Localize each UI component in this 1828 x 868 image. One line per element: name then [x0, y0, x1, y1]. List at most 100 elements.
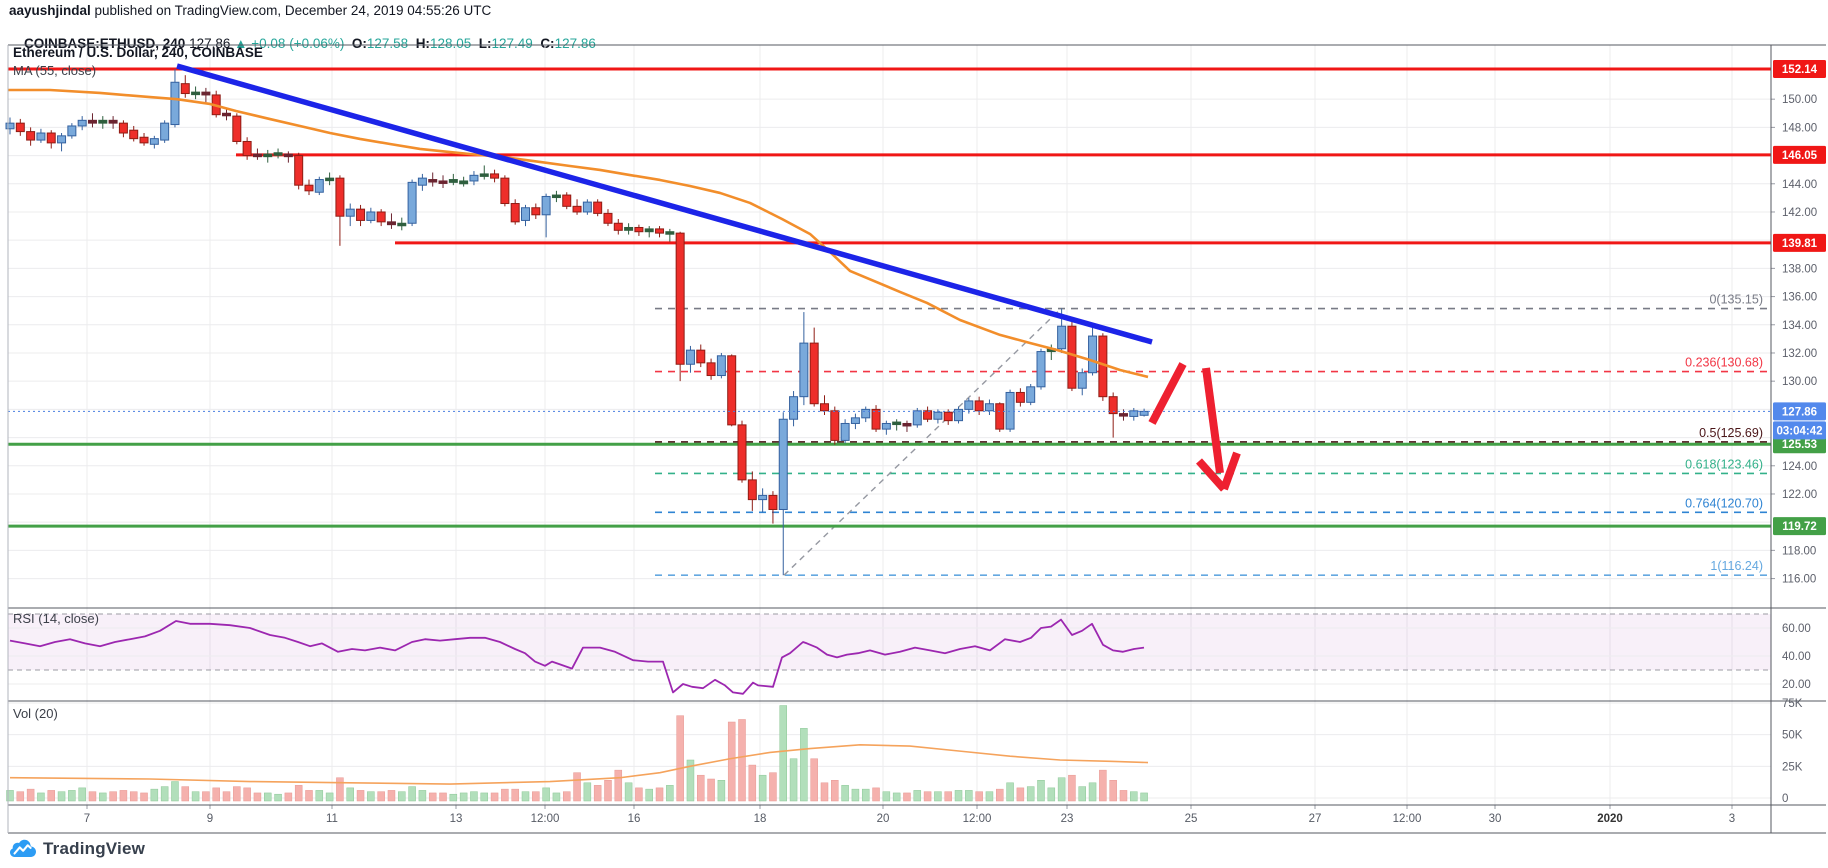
- support-price-badge: [1773, 435, 1826, 454]
- ma55-line: [8, 88, 1149, 379]
- volume-bar: [872, 787, 880, 802]
- candle-body: [902, 422, 912, 427]
- candle-body: [964, 400, 974, 410]
- candle-body: [67, 125, 77, 137]
- candle-body: [665, 231, 675, 235]
- volume-bar: [16, 791, 25, 802]
- candle-body: [696, 349, 706, 364]
- candle-body: [325, 177, 335, 182]
- candle-body: [222, 112, 232, 117]
- volume-bar: [191, 791, 200, 802]
- last-price: 127.86: [189, 36, 231, 51]
- candle-body: [624, 226, 634, 231]
- rsi-axis-label: 60.00: [1782, 623, 1811, 635]
- volume-indicator-label[interactable]: Vol (20): [13, 706, 58, 721]
- annotation-arrow-up-stroke: [1148, 362, 1187, 425]
- ma-indicator-label[interactable]: MA (55, close): [13, 63, 97, 78]
- volume-bar: [789, 758, 798, 802]
- tradingview-logo-text: TradingView: [43, 839, 146, 858]
- volume-bar: [831, 780, 839, 802]
- volume-bar: [284, 792, 293, 802]
- time-axis-label: 9: [207, 813, 213, 825]
- candle-body: [273, 152, 283, 156]
- volume-bar: [294, 785, 303, 802]
- volume-bar: [1078, 786, 1086, 802]
- candle-body: [407, 181, 417, 224]
- candle-body: [397, 222, 407, 227]
- time-axis-label: 7: [84, 813, 90, 825]
- candle-body: [850, 417, 860, 424]
- volume-bar: [243, 787, 251, 802]
- candle-body: [500, 177, 510, 205]
- volume-bar: [346, 787, 354, 802]
- candle-body: [603, 212, 613, 224]
- candle-body: [747, 479, 757, 501]
- volume-bar: [1047, 787, 1056, 802]
- low-value: 127.49: [491, 36, 533, 51]
- volume-bar: [624, 782, 633, 802]
- price-axis-label: 142.00: [1782, 207, 1817, 219]
- time-axis-label: 16: [628, 813, 641, 825]
- candle-body: [428, 179, 438, 183]
- candle-body: [582, 201, 592, 213]
- candle-body: [830, 410, 840, 441]
- volume-bar: [37, 792, 45, 802]
- candle-body: [26, 131, 36, 141]
- candle-body: [1067, 325, 1077, 389]
- tradingview-logo-icon: [10, 839, 36, 857]
- volume-bar: [470, 791, 478, 802]
- support-price-badge-text: 125.53: [1782, 439, 1817, 451]
- rsi-indicator-label[interactable]: RSI (14, close): [13, 611, 99, 626]
- candle-body: [335, 177, 345, 217]
- time-axis-label: 23: [1061, 813, 1074, 825]
- volume-bar: [325, 792, 334, 802]
- price-axis-label: 124.00: [1782, 461, 1817, 473]
- volume-bar: [511, 788, 519, 802]
- volume-bar: [480, 792, 489, 802]
- price-change: +0.08 (+0.06%): [251, 36, 345, 51]
- candle-body: [263, 153, 273, 158]
- candle-body: [469, 174, 479, 182]
- volume-bar: [1119, 790, 1128, 802]
- volume-bar: [1109, 780, 1117, 802]
- tradingview-logo[interactable]: TradingView: [10, 839, 145, 859]
- volume-bar: [676, 715, 684, 802]
- volume-bar: [428, 792, 437, 802]
- volume-bar: [1057, 777, 1066, 802]
- candle-body: [861, 408, 871, 419]
- candle-body: [789, 396, 799, 420]
- price-axis-label: 148.00: [1782, 122, 1817, 134]
- volume-bar: [109, 791, 117, 802]
- volume-bar: [356, 790, 365, 802]
- volume-bar: [635, 787, 643, 802]
- candle-body: [356, 208, 366, 221]
- volume-bar: [903, 792, 911, 802]
- candle-body: [1036, 351, 1046, 388]
- time-axis-label: 27: [1309, 813, 1322, 825]
- volume-bar: [68, 790, 76, 802]
- trend-line: [176, 63, 1153, 345]
- volume-bar: [1088, 782, 1097, 802]
- volume-bar: [769, 772, 777, 802]
- volume-bar: [975, 791, 983, 802]
- publish-line: aayushjindal published on TradingView.co…: [9, 3, 491, 18]
- price-axis-label: 150.00: [1782, 94, 1817, 106]
- candle-body: [954, 408, 964, 422]
- volume-bar: [264, 792, 272, 802]
- volume-bar: [1016, 787, 1025, 802]
- price-axis-label: 136.00: [1782, 292, 1817, 304]
- candle-body: [314, 179, 324, 193]
- candle-body: [1129, 410, 1139, 417]
- candle-body: [881, 422, 891, 430]
- volume-bar: [820, 782, 829, 802]
- volume-bar: [521, 791, 530, 802]
- candle-body: [1005, 391, 1015, 430]
- candle-body: [191, 91, 201, 96]
- annotation-arrowhead: [1220, 451, 1241, 491]
- close-value: 127.86: [554, 36, 596, 51]
- symbol-name[interactable]: COINBASE:ETHUSD, 240: [24, 36, 186, 51]
- volume-bar: [542, 787, 550, 802]
- candle-body: [727, 355, 737, 426]
